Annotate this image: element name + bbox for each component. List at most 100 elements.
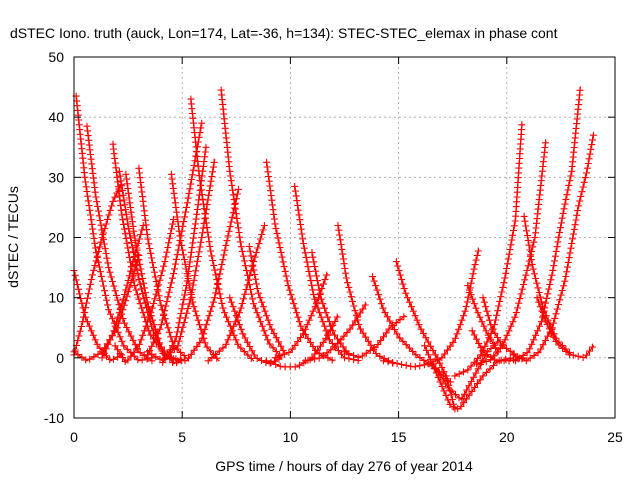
data-point <box>358 352 366 360</box>
data-point <box>158 316 166 324</box>
data-point <box>189 281 197 289</box>
data-point <box>127 352 135 360</box>
data-point <box>228 213 236 221</box>
data-point <box>480 322 488 330</box>
data-point <box>579 183 587 191</box>
data-point <box>228 181 236 189</box>
data-point <box>196 338 204 346</box>
data-point <box>521 276 529 284</box>
data-point <box>258 231 266 238</box>
data-point <box>489 325 497 333</box>
data-point <box>310 258 318 266</box>
data-point <box>471 384 479 391</box>
data-point <box>366 346 374 354</box>
data-point <box>402 361 410 369</box>
data-point <box>131 237 139 245</box>
data-point <box>516 295 524 303</box>
data-point <box>149 263 157 271</box>
data-point <box>156 297 164 304</box>
data-point <box>139 275 147 282</box>
data-point <box>157 272 165 279</box>
data-point <box>497 293 505 301</box>
data-point <box>577 192 585 200</box>
data-point <box>562 273 570 280</box>
data-point <box>550 319 557 327</box>
data-point <box>104 259 112 267</box>
data-point <box>286 286 294 294</box>
data-point <box>518 355 526 363</box>
data-point <box>462 303 470 311</box>
data-point <box>267 192 275 199</box>
data-point <box>216 270 224 278</box>
data-point <box>212 271 220 279</box>
data-point <box>202 205 210 213</box>
data-point <box>481 342 489 350</box>
data-point <box>216 290 224 298</box>
data-point <box>152 334 160 342</box>
data-point <box>75 285 82 293</box>
data-point <box>474 355 482 363</box>
data-point <box>491 321 498 329</box>
data-point <box>128 218 136 226</box>
data-point <box>141 284 148 292</box>
data-point <box>314 304 322 312</box>
data-point <box>574 352 582 360</box>
data-point <box>92 193 100 201</box>
data-point <box>148 254 156 262</box>
data-point <box>247 252 255 260</box>
data-point <box>489 340 497 347</box>
data-point <box>486 365 494 373</box>
data-point <box>101 245 109 253</box>
data-point <box>339 250 347 258</box>
data-point <box>572 216 580 224</box>
data-point <box>187 350 195 358</box>
data-point <box>419 329 427 337</box>
data-point <box>180 319 188 326</box>
data-point <box>529 265 537 273</box>
data-point <box>327 346 335 354</box>
data-point <box>100 349 108 357</box>
data-point <box>181 260 189 268</box>
data-point <box>434 356 442 364</box>
data-point <box>87 151 94 158</box>
data-point <box>291 363 299 371</box>
data-point <box>536 322 543 330</box>
data-point <box>588 141 596 149</box>
data-point <box>167 230 175 237</box>
data-point <box>393 330 401 338</box>
data-point <box>200 200 207 208</box>
data-point <box>449 338 457 346</box>
data-point <box>451 372 459 380</box>
data-point <box>205 312 213 320</box>
data-point <box>117 304 125 312</box>
data-point <box>354 353 362 361</box>
data-point <box>195 196 203 204</box>
data-point <box>586 150 594 158</box>
data-point <box>395 267 403 275</box>
data-point <box>251 253 259 261</box>
data-point <box>121 291 129 298</box>
data-point <box>346 288 354 296</box>
data-series <box>291 182 362 364</box>
data-point <box>510 227 517 234</box>
data-point <box>214 279 222 287</box>
data-point <box>355 321 363 329</box>
data-point <box>396 271 404 279</box>
data-point <box>324 313 332 321</box>
data-point <box>179 251 187 259</box>
data-point <box>559 344 566 352</box>
data-point <box>221 246 229 254</box>
data-point <box>194 157 202 165</box>
data-point <box>512 357 519 365</box>
data-point <box>284 282 292 290</box>
data-point <box>192 138 200 146</box>
data-point <box>571 221 579 229</box>
data-point <box>482 303 490 311</box>
data-point <box>173 359 181 367</box>
data-point <box>177 356 184 364</box>
data-point <box>119 186 126 194</box>
data-point <box>469 270 477 278</box>
data-point <box>118 300 126 308</box>
data-point <box>470 331 478 339</box>
data-point <box>170 215 177 223</box>
